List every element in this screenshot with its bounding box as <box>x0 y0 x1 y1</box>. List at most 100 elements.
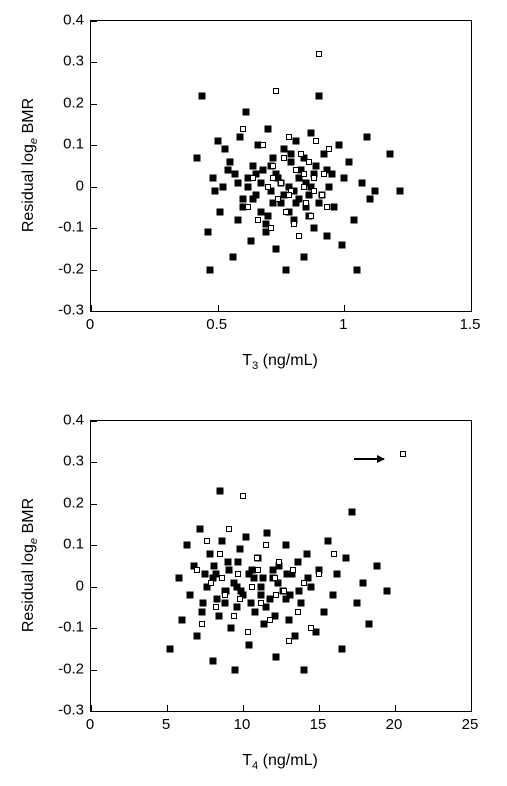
open-marker <box>235 571 241 577</box>
filled-marker <box>320 608 327 615</box>
open-marker <box>278 180 284 186</box>
xtick <box>319 705 320 711</box>
filled-marker <box>338 241 345 248</box>
ytick <box>91 104 97 105</box>
open-marker <box>199 621 205 627</box>
open-marker <box>301 184 307 190</box>
filled-marker <box>209 658 216 665</box>
xtick-label: 0 <box>86 716 94 733</box>
filled-marker <box>214 596 221 603</box>
ytick-label: 0.4 <box>63 412 84 429</box>
ytick-label: 0.2 <box>63 494 84 511</box>
filled-marker <box>202 571 209 578</box>
filled-marker <box>270 154 277 161</box>
filled-marker <box>215 612 222 619</box>
open-marker <box>290 567 296 573</box>
filled-marker <box>221 600 228 607</box>
filled-marker <box>308 583 315 590</box>
filled-marker <box>246 641 253 648</box>
filled-marker <box>313 163 320 170</box>
filled-marker <box>176 575 183 582</box>
filled-marker <box>285 616 292 623</box>
open-marker <box>295 609 301 615</box>
filled-marker <box>366 196 373 203</box>
filled-marker <box>199 92 206 99</box>
filled-marker <box>207 266 214 273</box>
xtick-label: 0.5 <box>206 316 227 333</box>
filled-marker <box>293 200 300 207</box>
open-marker <box>273 88 279 94</box>
ytick-label: 0.1 <box>63 136 84 153</box>
ytick-label: 0.4 <box>63 12 84 29</box>
arrow-annotation <box>354 458 384 460</box>
filled-marker <box>265 212 272 219</box>
filled-marker <box>384 587 391 594</box>
open-marker <box>263 542 269 548</box>
open-marker <box>301 580 307 586</box>
open-marker <box>254 555 260 561</box>
ytick-label: -0.1 <box>58 619 84 636</box>
filled-marker <box>247 237 254 244</box>
filled-marker <box>242 109 249 116</box>
filled-marker <box>226 567 233 574</box>
filled-marker <box>227 625 234 632</box>
filled-marker <box>341 175 348 182</box>
filled-marker <box>217 488 224 495</box>
ytick-label: 0.3 <box>63 453 84 470</box>
filled-marker <box>288 150 295 157</box>
xtick-label: 25 <box>462 716 479 733</box>
filled-marker <box>234 179 241 186</box>
ytick <box>91 504 97 505</box>
open-marker <box>268 225 274 231</box>
open-marker <box>217 551 223 557</box>
open-marker <box>237 596 243 602</box>
filled-marker <box>280 146 287 153</box>
open-marker <box>265 184 271 190</box>
filled-marker <box>300 254 307 261</box>
open-marker <box>213 604 219 610</box>
y-axis-label: Residual loge BMR <box>20 98 40 232</box>
open-marker <box>194 567 200 573</box>
filled-marker <box>247 600 254 607</box>
open-marker <box>255 217 261 223</box>
filled-marker <box>371 187 378 194</box>
xtick-label: 0 <box>86 316 94 333</box>
filled-marker <box>294 558 301 565</box>
filled-marker <box>243 534 250 541</box>
filled-marker <box>323 233 330 240</box>
open-marker <box>286 638 292 644</box>
filled-marker <box>349 509 356 516</box>
ytick-label: -0.2 <box>58 660 84 677</box>
filled-marker <box>167 645 174 652</box>
filled-marker <box>234 216 241 223</box>
ytick-label: 0.3 <box>63 53 84 70</box>
ytick <box>91 421 97 422</box>
xtick <box>395 705 396 711</box>
ytick <box>91 545 97 546</box>
filled-marker <box>212 187 219 194</box>
filled-marker <box>297 600 304 607</box>
open-marker <box>260 142 266 148</box>
open-marker <box>240 493 246 499</box>
x-axis-label: T3 (ng/mL) <box>242 352 318 372</box>
filled-marker <box>245 183 252 190</box>
filled-marker <box>386 150 393 157</box>
ytick <box>91 311 97 312</box>
filled-marker <box>200 600 207 607</box>
open-marker <box>293 167 299 173</box>
filled-marker <box>343 554 350 561</box>
filled-marker <box>197 525 204 532</box>
filled-marker <box>373 563 380 570</box>
filled-marker <box>300 666 307 673</box>
filled-marker <box>257 208 264 215</box>
ytick <box>91 187 97 188</box>
open-marker <box>204 538 210 544</box>
filled-marker <box>224 167 231 174</box>
open-marker <box>222 592 228 598</box>
filled-marker <box>316 92 323 99</box>
open-marker <box>286 134 292 140</box>
open-marker <box>208 580 214 586</box>
xtick-label: 10 <box>234 716 251 733</box>
open-marker <box>267 617 273 623</box>
open-marker <box>245 629 251 635</box>
